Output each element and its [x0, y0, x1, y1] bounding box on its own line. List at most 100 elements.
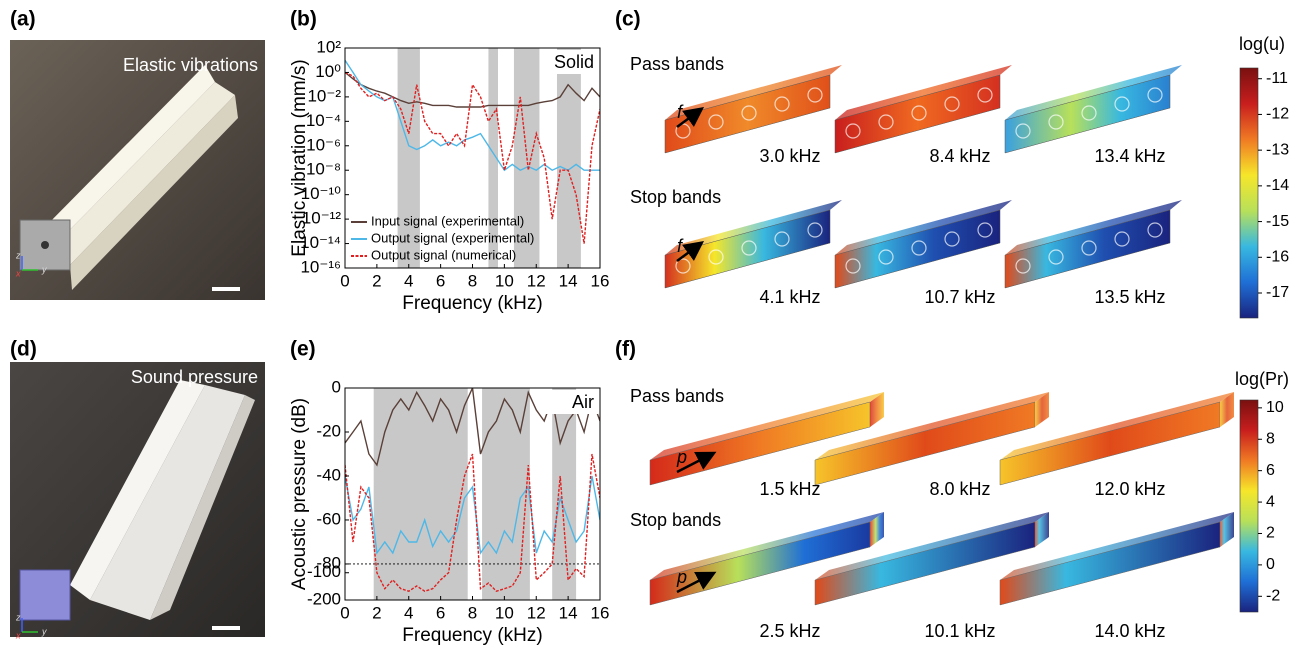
colorbar [1240, 68, 1258, 318]
stop-band [557, 48, 581, 268]
x-tick-label: 12 [527, 603, 546, 622]
x-tick-label: 6 [436, 271, 445, 290]
y-tick-label: 10² [316, 37, 341, 56]
y-tick-label: 0 [332, 377, 341, 396]
y-tick-label: 10⁻⁸ [306, 160, 341, 179]
y-tick-label: -200 [307, 589, 341, 608]
frequency-label: 10.7 kHz [924, 287, 995, 307]
x-axis-label: Frequency (kHz) [402, 625, 542, 646]
panel-label: (f) [615, 338, 636, 361]
y-tick-label: 10⁻¹⁶ [300, 257, 341, 276]
x-tick-label: 8 [468, 271, 477, 290]
axis-letter: z [15, 250, 21, 260]
colorbar-tick-label: -13 [1266, 141, 1289, 158]
photo-caption: Sound pressure [131, 367, 258, 387]
render-front [835, 75, 1000, 153]
x-tick-label: 2 [372, 271, 381, 290]
y-tick-label: 10⁰ [315, 62, 341, 81]
figure: (a)(b)(c)(d)(e)(f)Elastic vibrationszxyS… [0, 0, 1299, 650]
render-front [1005, 75, 1170, 153]
y-tick-label: 10⁻² [307, 86, 341, 105]
render-front [1005, 210, 1170, 288]
y-tick-label: 10⁻⁴ [306, 111, 341, 130]
x-tick-label: 14 [559, 603, 578, 622]
panel-label: (a) [10, 8, 36, 31]
frequency-label: 12.0 kHz [1094, 479, 1165, 499]
annotation: Solid [554, 52, 594, 72]
x-tick-label: 0 [340, 603, 349, 622]
x-tick-label: 4 [404, 603, 413, 622]
colorbar-tick-label: -2 [1266, 588, 1280, 605]
legend-label: Input signal (experimental) [371, 213, 524, 228]
colorbar-tick-label: -15 [1266, 213, 1289, 230]
colorbar [1240, 400, 1258, 612]
frequency-label: 4.1 kHz [759, 287, 820, 307]
colorbar-tick-label: 8 [1266, 430, 1275, 447]
x-tick-label: 4 [404, 271, 413, 290]
frequency-label: 10.1 kHz [924, 621, 995, 641]
inset-hole [41, 241, 49, 249]
frequency-label: 1.5 kHz [759, 479, 820, 499]
y-tick-label: -40 [316, 465, 341, 484]
x-tick-label: 16 [591, 603, 610, 622]
colorbar-tick-label: -11 [1266, 70, 1288, 87]
row-heading: Pass bands [630, 54, 724, 74]
x-tick-label: 6 [436, 603, 445, 622]
colorbar-tick-label: 2 [1266, 525, 1275, 542]
x-tick-label: 12 [527, 271, 546, 290]
colorbar-tick-label: -17 [1266, 284, 1289, 301]
x-tick-label: 14 [559, 271, 578, 290]
row-heading: Stop bands [630, 187, 721, 207]
photo-caption: Elastic vibrations [123, 55, 258, 75]
legend-label: Output signal (experimental) [371, 230, 534, 245]
y-axis-label: Elastic vibration (mm/s) [289, 59, 310, 256]
axis-letter: y [41, 626, 47, 636]
frequency-label: 2.5 kHz [759, 621, 820, 641]
frequency-label: 8.0 kHz [929, 479, 990, 499]
panel-label: (c) [615, 8, 641, 31]
colorbar-title: log(u) [1239, 34, 1285, 54]
panel-label: (d) [10, 338, 37, 361]
legend-label: Output signal (numerical) [371, 247, 516, 262]
arrow-label: p [676, 567, 687, 587]
stop-band [374, 388, 468, 600]
y-tick-label: 10⁻⁶ [306, 135, 341, 154]
x-tick-label: 2 [372, 603, 381, 622]
colorbar-tick-label: 10 [1266, 399, 1284, 416]
x-tick-label: 8 [468, 603, 477, 622]
axis-letter: z [15, 612, 21, 622]
axis-letter: y [41, 264, 47, 274]
render-front [835, 210, 1000, 288]
colorbar-tick-label: 0 [1266, 556, 1275, 573]
render-front [665, 210, 830, 288]
frequency-label: 14.0 kHz [1094, 621, 1165, 641]
colorbar-tick-label: -16 [1266, 249, 1289, 266]
frequency-label: 13.4 kHz [1094, 146, 1165, 166]
row-heading: Pass bands [630, 386, 724, 406]
panel-label: (b) [290, 8, 317, 31]
scale-bar [212, 287, 240, 291]
y-tick-label: -60 [316, 509, 341, 528]
frequency-label: 13.5 kHz [1094, 287, 1165, 307]
row-heading: Stop bands [630, 510, 721, 530]
y-tick-label: -100 [307, 562, 341, 581]
render-front [665, 75, 830, 153]
x-tick-label: 10 [495, 271, 514, 290]
colorbar-tick-label: -12 [1266, 106, 1289, 123]
annotation: Air [572, 392, 594, 412]
colorbar-title: log(Pr) [1235, 369, 1289, 389]
colorbar-tick-label: 4 [1266, 493, 1275, 510]
panel-label: (e) [290, 338, 316, 361]
y-tick-label: -20 [316, 421, 341, 440]
inset-cell [20, 570, 70, 620]
y-axis-label: Acoustic pressure (dB) [289, 398, 310, 590]
colorbar-tick-label: -14 [1266, 177, 1289, 194]
axis-letter: x [15, 630, 21, 640]
x-tick-label: 0 [340, 271, 349, 290]
axis-letter: x [15, 268, 21, 278]
x-tick-label: 10 [495, 603, 514, 622]
frequency-label: 8.4 kHz [929, 146, 990, 166]
frequency-label: 3.0 kHz [759, 146, 820, 166]
x-axis-label: Frequency (kHz) [402, 293, 542, 314]
x-tick-label: 16 [591, 271, 610, 290]
